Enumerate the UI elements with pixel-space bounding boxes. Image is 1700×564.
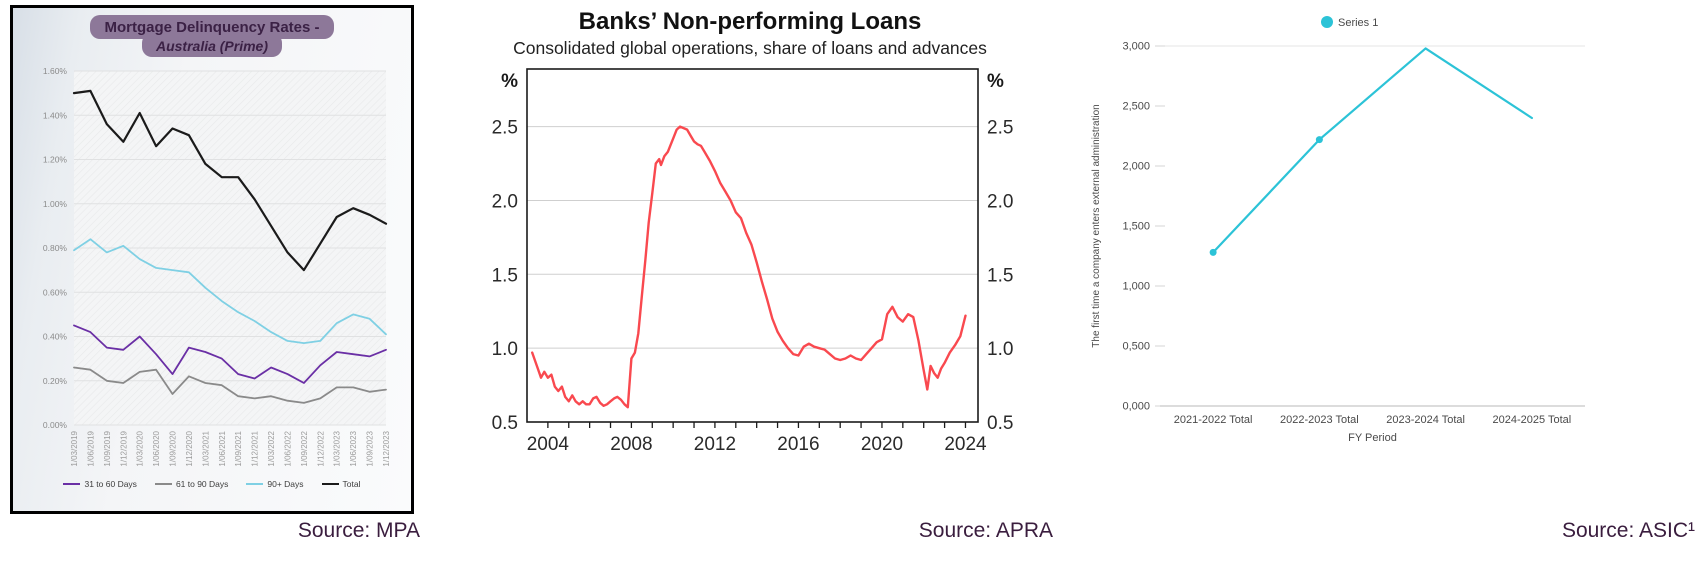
x-tick-label: 1/09/2023 — [366, 430, 375, 466]
plot-frame — [526, 68, 979, 423]
x-tick-label: 2020 — [861, 434, 903, 455]
y-tick-label: 2,500 — [1122, 101, 1150, 113]
x-tick-label: 2022-2023 Total — [1280, 414, 1359, 426]
data-point-marker — [1315, 136, 1323, 144]
x-tick-label: 1/06/2021 — [218, 430, 227, 466]
legend-item-31-to-60-days: 31 to 60 Days — [63, 479, 137, 489]
y-tick-label: 1,500 — [1122, 221, 1150, 233]
chart-legend: 31 to 60 Days 61 to 90 Days 90+ Days Total — [63, 479, 361, 489]
legend-item-total: Total — [321, 479, 361, 489]
y-tick-label: 0.60% — [43, 287, 68, 297]
y-tick-label-right: 1.0 — [987, 339, 1013, 360]
y-tick-label-left: 0.5 — [492, 413, 518, 434]
y-tick-label: 0.00% — [43, 420, 68, 430]
x-tick-label: 1/03/2022 — [267, 430, 276, 466]
x-tick-label: 1/03/2020 — [136, 430, 145, 466]
legend-swatch — [246, 482, 264, 486]
y-tick-label: 0,000 — [1122, 401, 1150, 413]
y-tick-label: 0,500 — [1122, 341, 1150, 353]
legend-swatch — [321, 482, 339, 486]
non-performing-loans-plot: 0.5 0.5 1.0 1.0 1.5 1.5 2.0 2.0 2.5 2.5% % 2004 2008… — [492, 68, 1013, 455]
31-to-60-days-line — [73, 324, 387, 384]
x-tick-label: 2004 — [527, 434, 570, 455]
source-mpa: Source: MPA — [297, 519, 420, 542]
x-tick-label: 2021-2022 Total — [1174, 414, 1253, 426]
y-tick-label: 1.40% — [43, 110, 68, 120]
y-tick-label-right: 2.5 — [987, 118, 1013, 139]
axis-unit-right: % — [987, 71, 1004, 92]
legend-label: 61 to 90 Days — [175, 479, 229, 489]
y-tick-label: 1.00% — [43, 199, 68, 209]
data-point-marker — [1209, 248, 1217, 256]
legend-label: Total — [342, 479, 361, 489]
x-tick-label: 1/06/2020 — [152, 430, 161, 466]
legend-label: 90+ Days — [267, 479, 304, 489]
61-to-90-days-line — [73, 366, 387, 404]
source-asic: Source: ASIC¹ — [1561, 519, 1695, 542]
legend-item-90-days: 90+ Days — [246, 479, 304, 489]
mortgage-delinquency-chart-panel: Mortgage Delinquency Rates - Australia (… — [10, 5, 414, 514]
y-axis-title: The first time a company enters external… — [1091, 104, 1102, 347]
legend-item-61-to-90-days: 61 to 90 Days — [154, 479, 229, 489]
x-tick-label: 1/12/2021 — [251, 430, 260, 466]
x-tick-label: 2023-2024 Total — [1386, 414, 1465, 426]
x-tick-label: 1/09/2021 — [234, 430, 243, 466]
x-tick-label: 1/12/2019 — [119, 430, 128, 466]
legend-label: 31 to 60 Days — [84, 479, 137, 489]
y-tick-label: 0.80% — [43, 243, 68, 253]
y-tick-label: 3,000 — [1122, 41, 1150, 53]
x-tick-label: 1/09/2019 — [103, 430, 112, 466]
y-tick-label-left: 2.0 — [492, 191, 518, 212]
y-tick-label: 1,000 — [1122, 281, 1150, 293]
x-tick-label: 1/06/2022 — [283, 430, 292, 466]
legend-dot-icon — [1321, 16, 1333, 28]
x-tick-label: 1/09/2020 — [169, 430, 178, 466]
y-tick-label: 0.40% — [43, 332, 68, 342]
x-tick-label: 1/06/2019 — [86, 430, 95, 466]
x-axis-title: FY Period — [1348, 432, 1397, 444]
90-days-line — [73, 238, 387, 345]
y-tick-label-left: 1.5 — [492, 265, 518, 286]
x-tick-label: 1/12/2023 — [382, 430, 391, 466]
chart-title: Mortgage Delinquency Rates - — [90, 15, 334, 39]
y-tick-label: 2,000 — [1122, 161, 1150, 173]
x-tick-label: 1/06/2023 — [349, 430, 358, 466]
series-1-line — [1212, 47, 1533, 254]
legend-label: Series 1 — [1338, 17, 1378, 29]
y-tick-label-left: 1.0 — [492, 339, 518, 360]
chart-subtitle: Consolidated global operations, share of… — [513, 38, 987, 58]
y-tick-label: 1.20% — [43, 155, 68, 165]
axis-unit-left: % — [501, 71, 518, 92]
source-apra: Source: APRA — [918, 519, 1053, 542]
y-tick-label-right: 0.5 — [987, 413, 1013, 434]
x-tick-label: 2016 — [777, 434, 819, 455]
total-line — [72, 89, 388, 272]
x-tick-label: 1/12/2022 — [316, 430, 325, 466]
x-tick-label: 2008 — [610, 434, 652, 455]
chart-title-badge: Mortgage Delinquency Rates - Australia (… — [90, 15, 334, 57]
legend-swatch — [63, 482, 81, 486]
y-tick-label: 1.60% — [43, 66, 68, 76]
x-tick-label: 1/12/2020 — [185, 430, 194, 466]
x-tick-label: 1/03/2019 — [70, 430, 79, 466]
x-tick-label: 2024 — [944, 434, 987, 455]
non-performing-loans-chart: Banks’ Non-performing Loans Consolidated… — [470, 8, 1030, 461]
chart-title: Banks’ Non-performing Loans — [578, 8, 922, 35]
y-tick-label: 0.20% — [43, 376, 68, 386]
x-tick-label: 1/09/2022 — [300, 430, 309, 466]
y-tick-label-right: 1.5 — [987, 265, 1013, 286]
x-tick-label: 2024-2025 Total — [1493, 414, 1572, 426]
external-administrations-chart: 0,000 0,500 1,000 1,500 2,000 2,500 3,000 2021-… — [1085, 6, 1600, 478]
y-tick-label-left: 2.5 — [492, 118, 518, 139]
x-tick-label: 1/03/2023 — [333, 430, 342, 466]
legend-swatch — [154, 482, 172, 486]
mortgage-delinquency-plot: 0.00% 0.20% 0.40% 0.60% 0.80% 1.00% 1.20% 1.40%… — [43, 66, 391, 467]
x-tick-label: 2012 — [694, 434, 736, 455]
y-tick-label-right: 2.0 — [987, 191, 1013, 212]
non-performing-loans-line — [531, 125, 967, 409]
external-administrations-plot: 0,000 0,500 1,000 1,500 2,000 2,500 3,000 2021-… — [1091, 16, 1585, 444]
x-tick-label: 1/03/2021 — [201, 430, 210, 466]
